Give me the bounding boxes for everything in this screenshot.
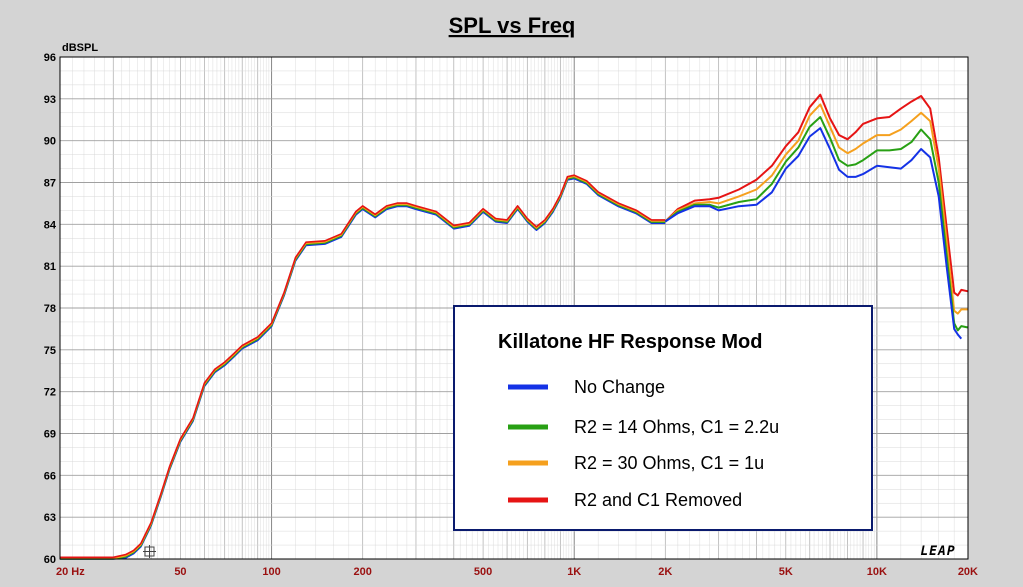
leap-logo: LEAP (920, 544, 955, 559)
y-tick-label: 60 (44, 554, 56, 566)
chart-title: SPL vs Freq (449, 13, 576, 38)
series-line (664, 93, 969, 297)
legend-title: Killatone HF Response Mod (498, 331, 762, 353)
y-tick-label: 90 (44, 136, 56, 148)
y-tick-label: 93 (44, 94, 56, 106)
x-tick-label: 200 (353, 566, 371, 578)
y-tick-label: 84 (44, 219, 57, 231)
y-tick-label: 81 (44, 261, 56, 273)
x-tick-label: 10K (867, 566, 887, 578)
response-curves (60, 93, 969, 560)
legend-label: No Change (574, 377, 665, 397)
y-tick-label: 87 (44, 178, 56, 190)
y-tick-label: 96 (44, 52, 56, 64)
x-tick-labels: 20 Hz 50 100 200 500 1K 2K 5K 10K 20K (56, 566, 978, 578)
y-tick-label: 63 (44, 512, 56, 524)
y-tick-labels: 96 93 90 87 84 81 78 75 72 69 66 63 60 (44, 52, 57, 566)
legend-label: R2 and C1 Removed (574, 490, 742, 510)
x-tick-label: 20 Hz (56, 566, 85, 578)
x-tick-label: 500 (474, 566, 492, 578)
y-tick-label: 78 (44, 303, 56, 315)
legend: Killatone HF Response Mod No Change R2 = … (453, 305, 873, 531)
x-tick-label: 1K (567, 566, 581, 578)
series-line (664, 116, 969, 332)
legend-label: R2 = 30 Ohms, C1 = 1u (574, 453, 764, 473)
y-tick-label: 69 (44, 429, 56, 441)
y-axis-label: dBSPL (62, 42, 98, 54)
x-tick-label: 100 (262, 566, 280, 578)
x-tick-label: 20K (958, 566, 978, 578)
legend-label: R2 = 14 Ohms, C1 = 2.2u (574, 417, 779, 437)
series-line-shared (60, 174, 666, 559)
y-tick-label: 75 (44, 345, 56, 357)
y-tick-label: 66 (44, 470, 56, 482)
series-line (664, 103, 968, 315)
series-line (664, 127, 963, 340)
x-tick-label: 2K (658, 566, 672, 578)
legend-box (453, 305, 873, 531)
x-tick-label: 50 (174, 566, 186, 578)
plot-frame (59, 56, 969, 560)
y-tick-label: 72 (44, 387, 56, 399)
x-tick-label: 5K (779, 566, 793, 578)
cursor-marker-icon (143, 545, 156, 558)
